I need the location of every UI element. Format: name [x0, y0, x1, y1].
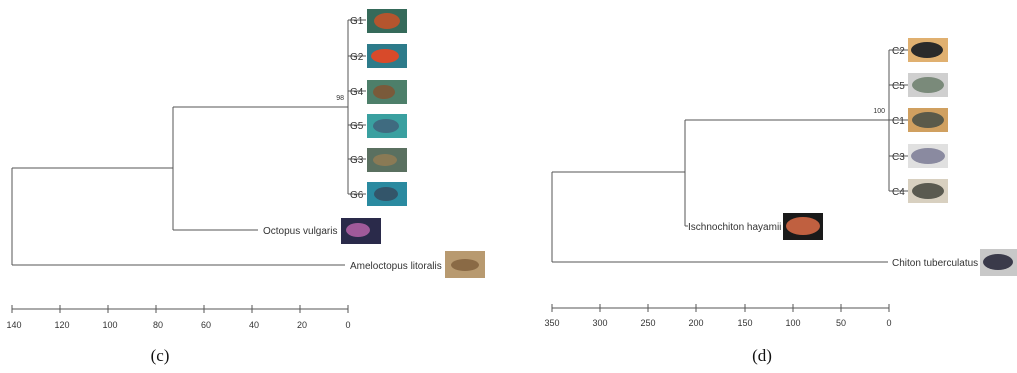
- axis-tick-label: 250: [640, 318, 655, 328]
- taxon-label: Ischnochiton hayamii: [688, 222, 781, 233]
- chiton-c3-photo: [908, 144, 948, 168]
- support-value-c: 98: [336, 95, 344, 102]
- axis-tick-label: 140: [6, 320, 21, 330]
- axis-tick-label: 80: [153, 320, 163, 330]
- chiton-c4-photo: [908, 179, 948, 203]
- panel-d: 100 C2 C5 C1 C3 C4 Ischnochiton hayamii …: [544, 38, 1017, 365]
- teal-octopus-photo: [367, 182, 407, 206]
- axis-d: 350 300 250 200 150 100 50 0: [544, 304, 892, 328]
- chiton-c1-photo: [908, 108, 948, 132]
- axis-c: 140 120 100 80 60 40 20 0: [6, 305, 351, 330]
- axis-tick-label: 20: [297, 320, 307, 330]
- axis-tick-label: 60: [201, 320, 211, 330]
- axis-tick-label: 300: [592, 318, 607, 328]
- taxon-label: G1: [350, 16, 364, 27]
- axis-tick-label: 350: [544, 318, 559, 328]
- axis-tick-label: 120: [54, 320, 69, 330]
- panel-c: 98 G1 G2 G4 G5 G3 G6 Octopus vulgaris Am…: [6, 9, 485, 365]
- taxon-label: C2: [892, 46, 905, 57]
- axis-tick-label: 0: [345, 320, 350, 330]
- chiton-c5-photo: [908, 73, 948, 97]
- axis-tick-label: 50: [836, 318, 846, 328]
- taxon-label: C1: [892, 116, 905, 127]
- taxon-label: G5: [350, 121, 364, 132]
- taxon-label: G2: [350, 52, 364, 63]
- axis-tick-label: 150: [737, 318, 752, 328]
- taxon-label: G3: [350, 155, 364, 166]
- taxon-label: Ameloctopus litoralis: [350, 261, 442, 272]
- chiton-c2-photo: [908, 38, 948, 62]
- panel-label-d: (d): [752, 346, 772, 365]
- sand-octopus-photo: [367, 148, 407, 172]
- taxon-photo-group-c: [341, 9, 485, 278]
- red-octopus-photo: [367, 44, 407, 68]
- brown-octopus-photo: [367, 80, 407, 104]
- orange-octopus-photo: [367, 9, 407, 33]
- axis-tick-label: 0: [886, 318, 891, 328]
- axis-tick-label: 100: [102, 320, 117, 330]
- taxon-label: Chiton tuberculatus: [892, 258, 978, 269]
- ischnochiton-photo: [783, 213, 823, 240]
- chiton-tree: [551, 49, 908, 263]
- taxon-label: C5: [892, 81, 905, 92]
- taxon-label: C3: [892, 152, 905, 163]
- axis-tick-label: 100: [785, 318, 800, 328]
- taxon-label: C4: [892, 187, 905, 198]
- octopus-vulgaris-photo: [341, 218, 381, 244]
- axis-tick-label: 40: [249, 320, 259, 330]
- support-value-d: 100: [873, 108, 885, 115]
- taxon-photo-group-d: [783, 38, 1017, 276]
- panel-label-c: (c): [151, 346, 170, 365]
- ameloctopus-photo: [445, 251, 485, 278]
- taxon-label: G4: [350, 87, 364, 98]
- octopus-tree: [11, 19, 366, 266]
- taxon-label: Octopus vulgaris: [263, 226, 337, 237]
- blue-octopus-photo: [367, 114, 407, 138]
- axis-tick-label: 200: [688, 318, 703, 328]
- chiton-tuberculatus-photo: [980, 249, 1017, 276]
- taxon-label: G6: [350, 190, 364, 201]
